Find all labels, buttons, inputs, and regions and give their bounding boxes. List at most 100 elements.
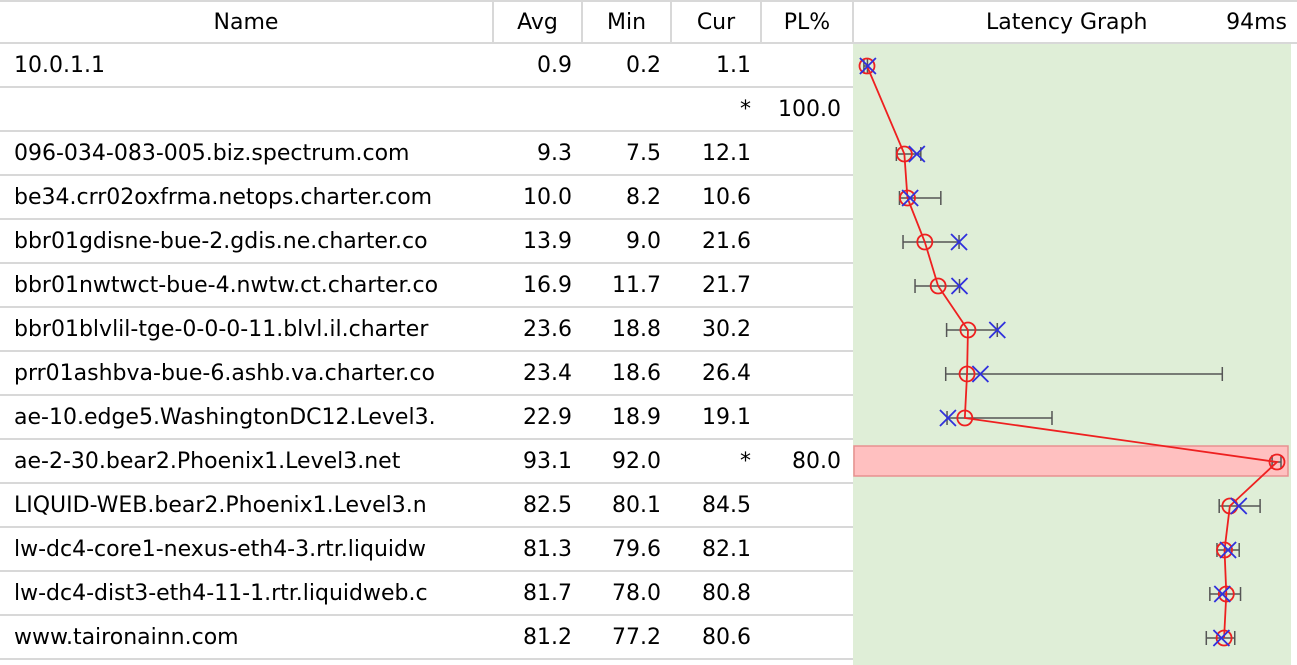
- hop-packet-loss: [762, 396, 841, 438]
- column-header-name[interactable]: Name: [0, 2, 494, 44]
- hop-name: bbr01gdisne-bue-2.gdis.ne.charter.co: [14, 229, 428, 254]
- hop-min: 11.7: [612, 273, 661, 298]
- graph-background: [853, 44, 1291, 665]
- hop-packet-loss: [762, 484, 841, 526]
- hop-min: 78.0: [612, 581, 661, 606]
- hop-cur: 80.6: [702, 625, 751, 650]
- current-latency-marker: [1212, 629, 1231, 647]
- packet-loss-highlight: [853, 445, 1289, 477]
- table-row[interactable]: ae-10.edge5.WashingtonDC12.Level3. 22.9 18…: [0, 396, 853, 440]
- column-header-min[interactable]: Min: [583, 2, 672, 44]
- hop-avg: 82.5: [523, 493, 572, 518]
- hop-min: 77.2: [612, 625, 661, 650]
- current-latency-marker: [939, 409, 957, 427]
- hop-cur: 12.1: [702, 141, 751, 166]
- hop-cur: 21.6: [702, 229, 751, 254]
- hop-packet-loss: [762, 132, 841, 174]
- current-latency-marker: [1219, 541, 1237, 559]
- hop-name: bbr01blvlil-tge-0-0-0-11.blvl.il.charter: [14, 317, 429, 342]
- hop-min: 9.0: [626, 229, 661, 254]
- current-latency-marker: [1213, 585, 1231, 603]
- latency-graph-scale-max: 94ms: [1226, 10, 1287, 35]
- hop-cur: *: [740, 97, 751, 122]
- avg-latency-marker: [1221, 497, 1239, 515]
- hop-packet-loss: [762, 528, 841, 570]
- hop-min: [583, 88, 661, 130]
- hop-avg: [494, 88, 572, 130]
- hop-packet-loss: [762, 220, 841, 262]
- hop-cur: 19.1: [702, 405, 751, 430]
- hop-name: prr01ashbva-bue-6.ashb.va.charter.co: [14, 361, 435, 386]
- current-latency-marker: [1230, 497, 1248, 515]
- avg-latency-marker: [958, 365, 976, 383]
- hop-packet-loss: [762, 572, 841, 614]
- avg-latency-marker: [1215, 629, 1233, 647]
- hop-cur: 82.1: [702, 537, 751, 562]
- hop-avg: 22.9: [523, 405, 572, 430]
- hop-min: 18.6: [612, 361, 661, 386]
- hop-min: 92.0: [612, 449, 661, 474]
- hop-avg: 93.1: [523, 449, 572, 474]
- avg-latency-marker: [929, 277, 947, 295]
- hop-packet-loss: [762, 176, 841, 218]
- avg-latency-marker: [1268, 453, 1286, 471]
- current-latency-marker: [901, 189, 919, 207]
- hop-name: 10.0.1.1: [14, 53, 105, 78]
- avg-latency-marker: [858, 57, 876, 75]
- hop-name: LIQUID-WEB.bear2.Phoenix1.Level3.n: [14, 493, 427, 518]
- hop-avg: 23.6: [523, 317, 572, 342]
- current-latency-marker: [908, 145, 926, 163]
- table-row[interactable]: www.taironainn.com 81.2 77.2 80.6: [0, 616, 853, 660]
- hop-min: 18.9: [612, 405, 661, 430]
- column-header-latency-graph[interactable]: Latency Graph 94ms: [854, 2, 1297, 44]
- current-latency-marker: [859, 57, 877, 75]
- hop-packet-loss: [762, 44, 841, 86]
- hop-avg: 81.7: [523, 581, 572, 606]
- hop-avg: 0.9: [537, 53, 572, 78]
- table-row[interactable]: LIQUID-WEB.bear2.Phoenix1.Level3.n 82.5 80…: [0, 484, 853, 528]
- table-row[interactable]: 10.0.1.1 0.9 0.2 1.1: [0, 44, 853, 88]
- hop-avg: 9.3: [537, 141, 572, 166]
- latency-graph: [853, 44, 1297, 665]
- hop-cur: 10.6: [702, 185, 751, 210]
- column-header-avg[interactable]: Avg: [494, 2, 583, 44]
- hop-avg: 23.4: [523, 361, 572, 386]
- hop-min: 80.1: [612, 493, 661, 518]
- column-header-packet-loss[interactable]: PL%: [762, 2, 854, 44]
- hop-min: 0.2: [626, 53, 661, 78]
- hop-cur: 26.4: [702, 361, 751, 386]
- avg-latency-marker: [1217, 585, 1235, 603]
- hop-cur: 80.8: [702, 581, 751, 606]
- avg-latency-marker: [959, 321, 977, 339]
- hop-packet-loss: 80.0: [792, 449, 841, 474]
- hop-cur: 84.5: [702, 493, 751, 518]
- hop-packet-loss: [762, 308, 841, 350]
- avg-latency-marker: [895, 145, 913, 163]
- table-row[interactable]: bbr01gdisne-bue-2.gdis.ne.charter.co 13.9…: [0, 220, 853, 264]
- hop-name: 096-034-083-005.biz.spectrum.com: [14, 141, 410, 166]
- hop-name: www.taironainn.com: [14, 625, 239, 650]
- column-header-cur[interactable]: Cur: [672, 2, 762, 44]
- table-row[interactable]: bbr01nwtwct-bue-4.nwtw.ct.charter.co 16.9…: [0, 264, 853, 308]
- table-row[interactable]: * 100.0: [0, 88, 853, 132]
- hop-packet-loss: [762, 616, 841, 658]
- table-row[interactable]: lw-dc4-core1-nexus-eth4-3.rtr.liquidw 81.…: [0, 528, 853, 572]
- hop-packet-loss: 100.0: [778, 97, 841, 122]
- table-row[interactable]: be34.crr02oxfrma.netops.charter.com 10.0 8…: [0, 176, 853, 220]
- table-row[interactable]: prr01ashbva-bue-6.ashb.va.charter.co 23.4…: [0, 352, 853, 396]
- current-latency-marker: [950, 233, 968, 251]
- table-row[interactable]: bbr01blvlil-tge-0-0-0-11.blvl.il.charter…: [0, 308, 853, 352]
- table-row[interactable]: lw-dc4-dist3-eth4-11-1.rtr.liquidweb.c 81…: [0, 572, 853, 616]
- hop-name: [14, 88, 484, 130]
- hop-avg: 16.9: [523, 273, 572, 298]
- hop-cur: *: [740, 449, 751, 474]
- hop-min: 79.6: [612, 537, 661, 562]
- hop-avg: 81.2: [523, 625, 572, 650]
- hop-avg: 13.9: [523, 229, 572, 254]
- latency-graph-title: Latency Graph: [986, 10, 1148, 35]
- avg-latency-marker: [956, 409, 974, 427]
- table-row[interactable]: 096-034-083-005.biz.spectrum.com 9.3 7.5 12…: [0, 132, 853, 176]
- table-row[interactable]: ae-2-30.bear2.Phoenix1.Level3.net 93.1 92.…: [0, 440, 853, 484]
- hop-rows: 10.0.1.1 0.9 0.2 1.1 * 100.0 096-034-083-005.b…: [0, 44, 853, 660]
